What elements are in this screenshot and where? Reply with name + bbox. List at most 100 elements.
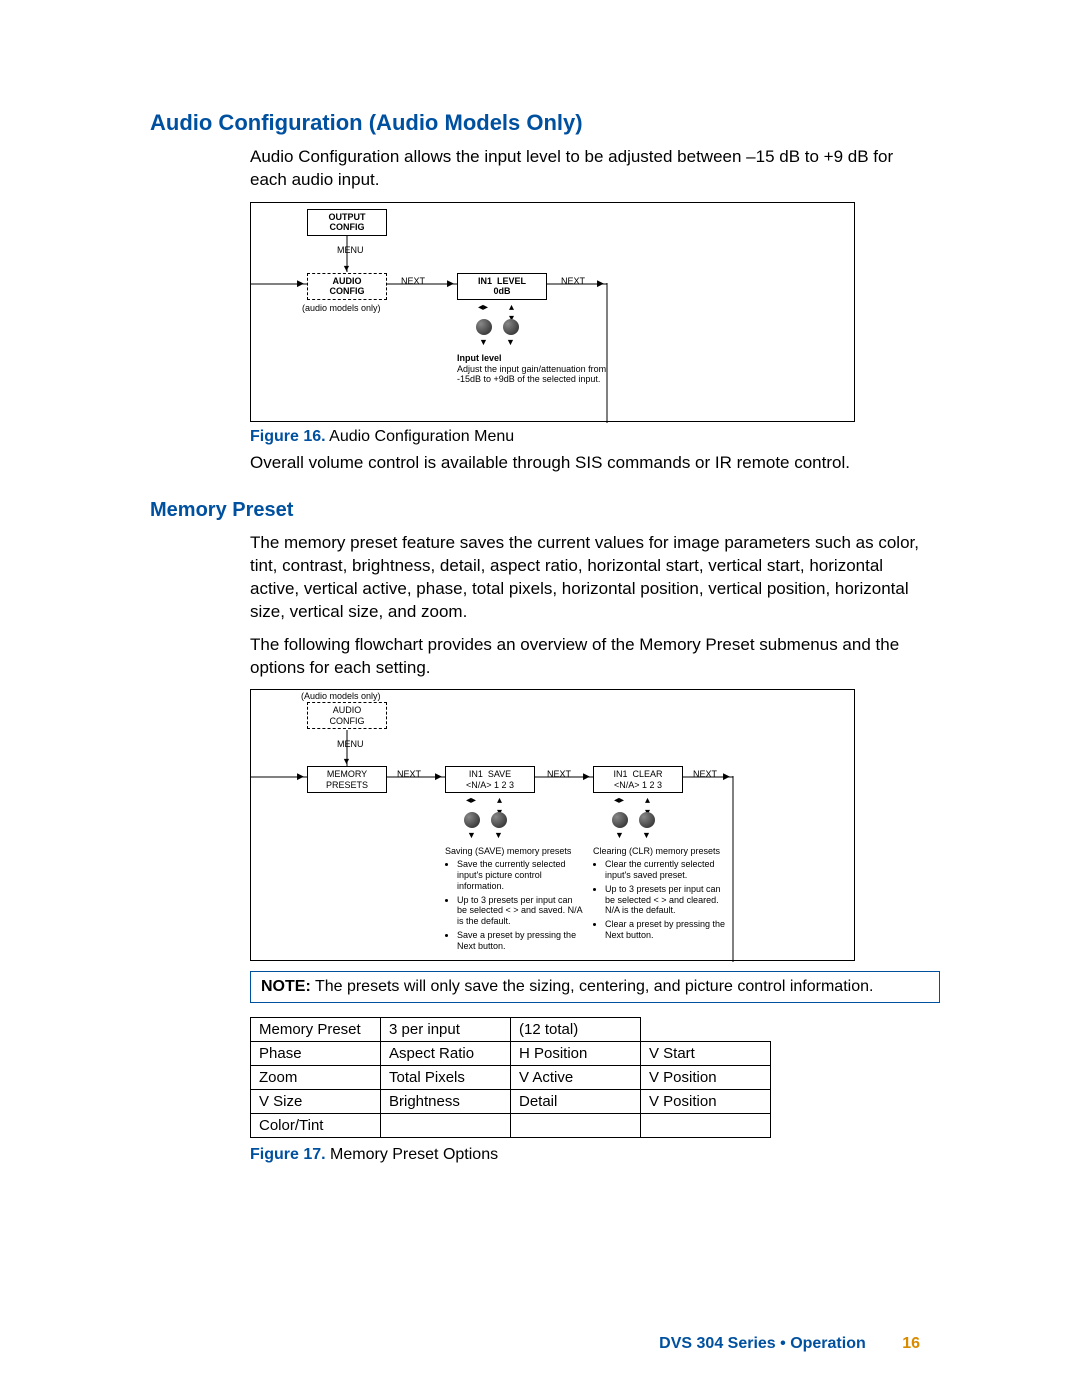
table-cell: V Start [641, 1042, 771, 1066]
note-text: The presets will only save the sizing, c… [311, 978, 874, 995]
table-row: Color/Tint [251, 1114, 771, 1138]
section1-para2: Overall volume control is available thro… [250, 452, 930, 475]
table-cell [641, 1114, 771, 1138]
arrow-right: ▶ [723, 771, 730, 781]
table-row: ZoomTotal PixelsV ActiveV Position [251, 1066, 771, 1090]
figure16-caption-text: Audio Configuration Menu [329, 428, 514, 445]
table-row: PhaseAspect RatioH PositionV Start [251, 1042, 771, 1066]
knob-right [503, 319, 519, 335]
figure17-diagram: (Audio models only) AUDIOCONFIG MENU ▼ M… [250, 689, 855, 961]
label-next-a: NEXT [397, 769, 421, 779]
figure17-caption: Figure 17. Memory Preset Options [250, 1146, 930, 1164]
arrow-down: ▼ [342, 756, 351, 766]
indicator-lr: ◂▸ [614, 795, 624, 807]
label-next2: NEXT [561, 276, 585, 286]
box-audio-config: AUDIOCONFIG [307, 273, 387, 300]
label-audio-note2: (Audio models only) [301, 691, 381, 701]
arrow-down: ▼ [479, 337, 488, 347]
arrow-down: ▼ [642, 830, 651, 840]
bullet: Up to 3 presets per input can be selecte… [457, 895, 585, 927]
table-cell: V Size [251, 1090, 381, 1114]
bullet: Clear the currently selected input's sav… [605, 859, 733, 881]
knob-left [476, 319, 492, 335]
figure17-label: Figure 17. [250, 1146, 326, 1163]
figure16-diagram: OUTPUTCONFIG MENU ▼ AUDIOCONFIG (audio m… [250, 202, 855, 422]
page-footer: DVS 304 Series • Operation 16 [659, 1335, 920, 1353]
table-cell: Aspect Ratio [381, 1042, 511, 1066]
desc-clear-title: Clearing (CLR) memory presets [593, 846, 720, 856]
table-cell: 3 per input [381, 1018, 511, 1042]
label-audio-note: (audio models only) [302, 303, 381, 313]
arrow-right: ▶ [297, 278, 304, 288]
page-number: 16 [902, 1335, 920, 1352]
table-cell [511, 1114, 641, 1138]
box-in1-level: IN1 LEVEL0dB [457, 273, 547, 300]
box-output-config: OUTPUTCONFIG [307, 209, 387, 236]
table-cell: Zoom [251, 1066, 381, 1090]
desc-input-level: Input level Adjust the input gain/attenu… [457, 353, 607, 385]
arrow-right: ▶ [597, 278, 604, 288]
note-box: NOTE: The presets will only save the siz… [250, 971, 940, 1003]
knob [612, 812, 628, 828]
arrow-down: ▼ [342, 263, 351, 273]
table-cell [381, 1114, 511, 1138]
section2-title: Memory Preset [150, 499, 930, 522]
table-cell: (12 total) [511, 1018, 641, 1042]
table-cell: Memory Preset [251, 1018, 381, 1042]
table-cell: Detail [511, 1090, 641, 1114]
label-next1: NEXT [401, 276, 425, 286]
note-label: NOTE: [261, 978, 311, 995]
desc-save: Saving (SAVE) memory presets Save the cu… [445, 846, 585, 954]
table-cell: V Active [511, 1066, 641, 1090]
box-in1-clear: IN1 CLEAR<N/A> 1 2 3 [593, 766, 683, 793]
table-cell: H Position [511, 1042, 641, 1066]
bullet: Clear a preset by pressing the Next butt… [605, 919, 733, 941]
box-memory-presets: MEMORYPRESETS [307, 766, 387, 793]
label-next-b: NEXT [547, 769, 571, 779]
label-menu2: MENU [337, 739, 364, 749]
knob [639, 812, 655, 828]
knob [491, 812, 507, 828]
arrow-right: ▶ [447, 278, 454, 288]
indicator-lr: ◂▸ [478, 302, 488, 314]
figure16-caption: Figure 16. Audio Configuration Menu [250, 428, 930, 446]
bullet: Save a preset by pressing the Next butto… [457, 930, 585, 952]
table-cell: Total Pixels [381, 1066, 511, 1090]
footer-text: DVS 304 Series • Operation [659, 1335, 866, 1352]
arrow-down: ▼ [506, 337, 515, 347]
label-next-c: NEXT [693, 769, 717, 779]
table-cell [641, 1018, 771, 1042]
table-row: V SizeBrightnessDetailV Position [251, 1090, 771, 1114]
table-cell: V Position [641, 1066, 771, 1090]
section2-para1: The memory preset feature saves the curr… [250, 532, 930, 624]
desc-save-bullets: Save the currently selected input's pict… [457, 859, 585, 951]
arrow-down: ▼ [494, 830, 503, 840]
arrow-down: ▼ [615, 830, 624, 840]
desc-save-title: Saving (SAVE) memory presets [445, 846, 571, 856]
table-cell: Phase [251, 1042, 381, 1066]
figure17-caption-text: Memory Preset Options [330, 1146, 498, 1163]
section1-para1: Audio Configuration allows the input lev… [250, 146, 930, 192]
desc-clear-bullets: Clear the currently selected input's sav… [605, 859, 733, 941]
table-cell: Color/Tint [251, 1114, 381, 1138]
desc-text: Adjust the input gain/attenuation from -… [457, 364, 606, 385]
arrow-right: ▶ [583, 771, 590, 781]
desc-title: Input level [457, 353, 502, 363]
box-audio-config2: AUDIOCONFIG [307, 702, 387, 729]
label-menu: MENU [337, 245, 364, 255]
bullet: Up to 3 presets per input can be selecte… [605, 884, 733, 916]
figure16-label: Figure 16. [250, 428, 326, 445]
table-cell: V Position [641, 1090, 771, 1114]
knob [464, 812, 480, 828]
table-cell: Brightness [381, 1090, 511, 1114]
bullet: Save the currently selected input's pict… [457, 859, 585, 891]
table-row: Memory Preset3 per input(12 total) [251, 1018, 771, 1042]
section1-title: Audio Configuration (Audio Models Only) [150, 110, 930, 136]
section2-para2: The following flowchart provides an over… [250, 634, 930, 680]
arrow-right: ▶ [435, 771, 442, 781]
arrow-down: ▼ [467, 830, 476, 840]
preset-table: Memory Preset3 per input(12 total)PhaseA… [250, 1017, 771, 1138]
box-in1-save: IN1 SAVE<N/A> 1 2 3 [445, 766, 535, 793]
arrow-right: ▶ [297, 771, 304, 781]
indicator-lr: ◂▸ [466, 795, 476, 807]
